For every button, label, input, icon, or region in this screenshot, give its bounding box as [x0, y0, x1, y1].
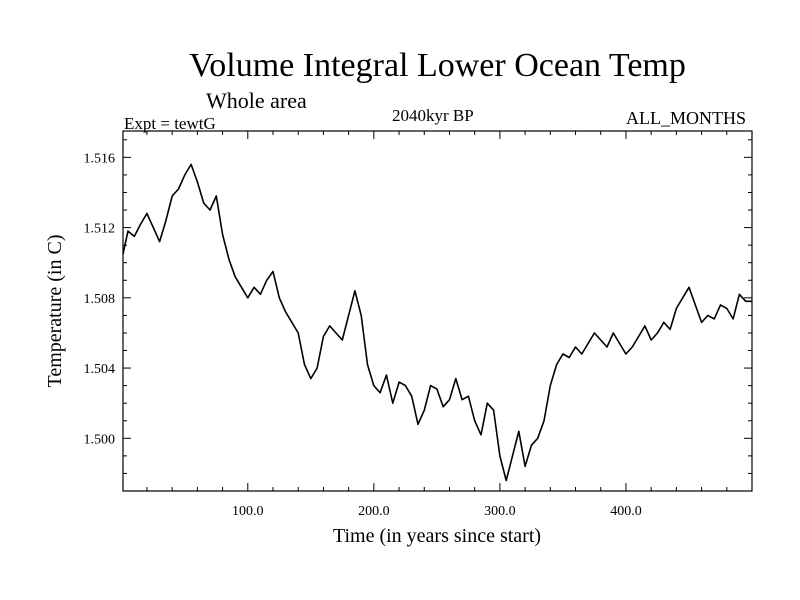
months-label: ALL_MONTHS	[626, 108, 746, 128]
axis-ticks	[123, 131, 752, 492]
series-line	[122, 163, 752, 482]
chart-title: Volume Integral Lower Ocean Temp	[189, 47, 686, 84]
x-tick-label: 300.0	[484, 504, 516, 519]
y-tick-label: 1.512	[84, 222, 116, 237]
y-tick-label: 1.504	[84, 362, 116, 377]
tick-labels: 100.0 200.0 300.0 400.0 1.500 1.504 1.508 1.512…	[84, 151, 642, 519]
x-tick-label: 200.0	[358, 504, 390, 519]
x-tick-label: 100.0	[232, 504, 264, 519]
y-axis-title: Temperature (in C)	[44, 235, 66, 388]
period-label: 2040kyr BP	[392, 106, 474, 125]
plot-frame	[122, 130, 753, 492]
y-tick-label: 1.508	[84, 292, 116, 307]
experiment-label: Expt = tewtG	[124, 114, 216, 133]
x-tick-label: 400.0	[610, 504, 642, 519]
chart-subtitle: Whole area	[206, 88, 307, 113]
y-tick-label: 1.516	[84, 151, 116, 166]
y-tick-label: 1.500	[84, 432, 116, 447]
x-axis-title: Time (in years since start)	[333, 525, 541, 547]
